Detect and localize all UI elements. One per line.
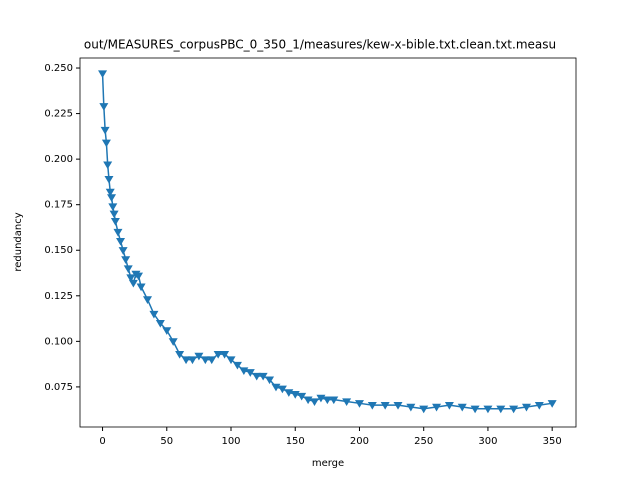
- x-tick-label: 250: [414, 436, 433, 447]
- marker: [232, 361, 242, 370]
- marker: [213, 350, 223, 359]
- marker: [432, 403, 442, 412]
- x-tick-label: 100: [221, 436, 240, 447]
- y-tick-label: 0.075: [44, 382, 73, 393]
- marker: [126, 274, 136, 283]
- x-tick-label: 300: [478, 436, 497, 447]
- marker: [101, 139, 111, 148]
- marker: [108, 203, 118, 212]
- marker: [116, 237, 126, 246]
- marker: [100, 126, 110, 135]
- marker: [109, 210, 119, 219]
- marker: [134, 272, 144, 281]
- marker: [149, 310, 159, 319]
- marker: [110, 217, 120, 226]
- marker: [354, 400, 364, 408]
- y-tick-label: 0.150: [44, 245, 73, 256]
- x-tick-label: 200: [350, 436, 369, 447]
- x-tick-label: 0: [99, 436, 105, 447]
- marker: [181, 356, 191, 365]
- marker: [105, 188, 115, 197]
- marker: [419, 405, 429, 414]
- marker: [258, 372, 268, 381]
- marker: [200, 356, 210, 365]
- marker: [329, 396, 339, 405]
- marker: [98, 70, 108, 78]
- marker: [367, 401, 377, 410]
- marker: [113, 228, 123, 237]
- marker: [483, 405, 493, 414]
- marker: [547, 400, 557, 408]
- marker: [136, 283, 146, 292]
- marker: [194, 352, 204, 361]
- marker: [104, 176, 114, 184]
- marker: [155, 319, 165, 328]
- x-tick-label: 350: [543, 436, 562, 447]
- marker: [103, 161, 113, 170]
- marker: [207, 356, 217, 365]
- marker: [277, 385, 287, 394]
- marker: [380, 401, 390, 410]
- marker: [322, 396, 332, 405]
- y-tick-label: 0.250: [44, 63, 73, 74]
- marker: [226, 356, 236, 365]
- marker: [175, 350, 185, 359]
- marker: [252, 372, 262, 381]
- marker: [521, 403, 531, 412]
- marker: [496, 405, 506, 414]
- marker: [118, 247, 128, 255]
- marker: [162, 327, 172, 335]
- marker: [121, 256, 131, 264]
- marker: [168, 338, 178, 346]
- marker: [245, 369, 255, 377]
- y-axis-label: redundancy: [13, 212, 24, 271]
- marker: [534, 401, 544, 410]
- marker: [143, 296, 153, 304]
- x-axis-label: merge: [312, 458, 344, 469]
- x-tick-label: 150: [286, 436, 305, 447]
- marker: [107, 194, 117, 202]
- marker: [265, 376, 275, 385]
- y-tick-label: 0.225: [44, 109, 73, 120]
- marker: [220, 350, 230, 359]
- marker: [406, 403, 416, 412]
- plot-frame: [79, 57, 577, 428]
- marker: [99, 103, 109, 111]
- marker: [187, 356, 197, 365]
- y-tick-label: 0.175: [44, 200, 73, 211]
- marker: [310, 398, 320, 406]
- x-tick-label: 50: [160, 436, 173, 447]
- marker: [128, 279, 138, 288]
- y-tick-label: 0.125: [44, 291, 73, 302]
- marker: [297, 392, 307, 401]
- chart-title: out/MEASURES_corpusPBC_0_350_1/measures/…: [84, 38, 556, 52]
- marker: [444, 401, 454, 410]
- y-tick-label: 0.100: [44, 336, 73, 347]
- marker: [342, 398, 352, 406]
- marker: [509, 405, 519, 414]
- y-tick-label: 0.200: [44, 154, 73, 165]
- marker: [123, 265, 133, 273]
- marker: [470, 405, 480, 414]
- marker: [457, 403, 467, 412]
- marker: [393, 401, 403, 410]
